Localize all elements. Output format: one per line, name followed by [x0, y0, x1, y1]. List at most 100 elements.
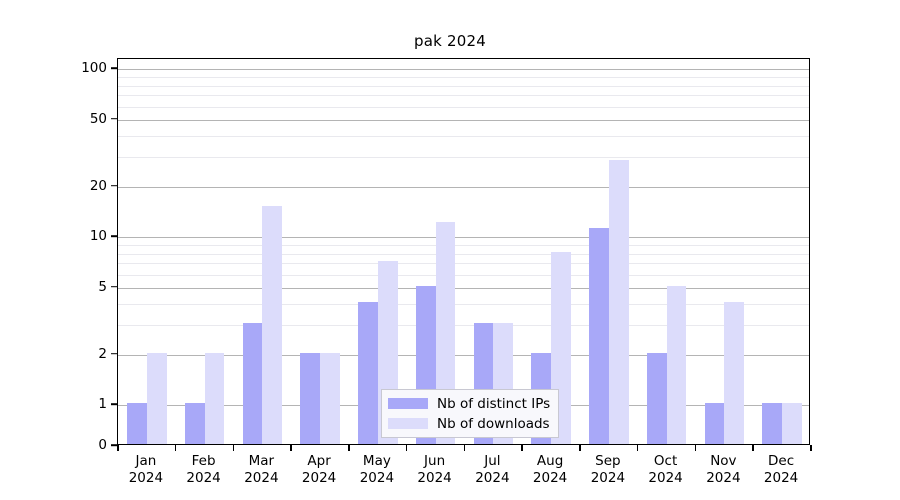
x-tick-mark	[521, 445, 523, 451]
x-tick-month: Oct	[653, 453, 678, 469]
x-tick-mark	[232, 445, 235, 451]
x-tick-year: 2024	[186, 470, 221, 486]
gridline-major	[118, 287, 809, 289]
x-tick-label-jul: Jul 2024	[456, 453, 528, 487]
gridline-minor	[118, 263, 809, 265]
x-tick-month: Apr	[307, 453, 331, 469]
y-tick-mark	[111, 118, 117, 120]
y-tick-label: 5	[98, 278, 107, 295]
gridline-minor	[118, 85, 809, 87]
gridline-major	[118, 237, 809, 239]
legend-item-distinct-ips: Nb of distinct IPs	[388, 394, 550, 413]
gridline-minor	[118, 76, 809, 78]
bar-jan-downloads	[146, 352, 167, 444]
x-tick-label-apr: Apr 2024	[283, 453, 355, 487]
gridline-minor	[118, 274, 809, 276]
x-tick-mark	[694, 445, 697, 451]
x-tick-label-may: May 2024	[341, 453, 413, 487]
bar-apr-downloads	[320, 352, 340, 444]
x-axis: Jan 2024 Feb 2024 Mar 2024 Apr 2024 May 2024 Jun 20…	[117, 445, 812, 497]
x-tick-label-dec: Dec 2024	[745, 453, 817, 487]
bar-dec-distinct-ips	[762, 403, 783, 444]
x-tick-mark	[174, 445, 177, 451]
y-tick-mark	[111, 286, 117, 288]
y-tick-label: 100	[81, 60, 107, 77]
x-tick-year: 2024	[763, 470, 799, 486]
chart-title: pak 2024	[414, 32, 486, 50]
x-tick-label-mar: Mar 2024	[225, 453, 297, 487]
x-tick-label-nov: Nov 2024	[687, 453, 759, 487]
gridline-minor	[118, 157, 809, 159]
bar-apr-distinct-ips	[300, 352, 321, 444]
x-tick-year: 2024	[244, 470, 279, 486]
x-tick-year: 2024	[532, 470, 568, 486]
y-tick-mark	[111, 403, 117, 406]
x-tick-label-jun: Jun 2024	[399, 453, 471, 487]
gridline-minor	[118, 95, 809, 97]
x-tick-label-jan: Jan 2024	[110, 453, 182, 487]
bar-sep-distinct-ips	[589, 228, 609, 444]
x-tick-mark	[579, 445, 581, 451]
gridline-minor	[118, 304, 809, 306]
gridline-major	[118, 354, 809, 356]
gridline-major	[118, 69, 809, 71]
x-tick-year: 2024	[359, 470, 395, 486]
bar-nov-distinct-ips	[704, 403, 725, 444]
bar-feb-downloads	[204, 352, 225, 444]
y-tick-label: 2	[98, 345, 107, 362]
x-tick-month: Dec	[768, 453, 795, 469]
x-tick-year: 2024	[128, 470, 164, 486]
y-tick-label: 10	[89, 228, 107, 245]
bar-dec-downloads	[782, 403, 802, 444]
x-tick-year: 2024	[301, 470, 337, 486]
x-tick-label-oct: Oct 2024	[630, 453, 702, 487]
x-tick-label-feb: Feb 2024	[168, 453, 240, 487]
x-tick-year: 2024	[475, 470, 510, 486]
x-tick-label-aug: Aug 2024	[514, 453, 586, 487]
x-tick-mark	[348, 445, 350, 451]
bar-jun-downloads	[435, 222, 456, 444]
y-tick-mark	[111, 184, 117, 187]
x-tick-mark	[117, 445, 119, 451]
legend-label-downloads: Nb of downloads	[437, 415, 550, 432]
x-tick-month: Jul	[484, 453, 501, 469]
y-axis: 0 1 2 5 10 20 50 100	[63, 58, 117, 453]
x-tick-mark	[810, 445, 812, 451]
legend-swatch-distinct-ips	[388, 398, 428, 409]
y-tick-mark	[111, 353, 117, 355]
y-tick-label: 1	[98, 396, 107, 413]
bar-jan-distinct-ips	[127, 403, 147, 444]
plot-area	[117, 58, 810, 445]
legend-item-downloads: Nb of downloads	[388, 414, 550, 433]
gridline-minor	[118, 136, 809, 138]
gridline-minor	[118, 325, 809, 327]
y-tick-label: 0	[98, 437, 107, 453]
x-tick-mark	[636, 445, 639, 451]
bar-mar-distinct-ips	[242, 323, 263, 444]
y-tick-label: 50	[89, 110, 107, 127]
x-tick-mark	[290, 445, 292, 451]
gridline-minor	[118, 253, 809, 255]
x-tick-mark	[463, 445, 466, 451]
bar-may-distinct-ips	[358, 302, 378, 444]
bar-sep-downloads	[608, 160, 629, 444]
x-tick-mark	[405, 445, 408, 451]
x-tick-month: Feb	[191, 453, 216, 469]
gridline-minor	[118, 245, 809, 246]
bar-oct-distinct-ips	[646, 352, 667, 444]
bar-oct-downloads	[666, 285, 687, 444]
x-tick-month: Mar	[248, 453, 275, 469]
x-tick-month: Jan	[135, 453, 157, 469]
chart-legend: Nb of distinct IPs Nb of downloads	[381, 389, 560, 438]
x-tick-year: 2024	[590, 470, 626, 486]
gridline-major	[118, 119, 809, 121]
x-tick-month: Sep	[595, 453, 621, 469]
x-tick-year: 2024	[417, 470, 452, 486]
bars-layer	[118, 59, 809, 444]
bar-nov-downloads	[724, 302, 745, 444]
gridlines	[118, 59, 809, 444]
legend-label-distinct-ips: Nb of distinct IPs	[437, 395, 551, 412]
x-tick-mark	[752, 445, 754, 451]
x-tick-year: 2024	[706, 470, 741, 486]
